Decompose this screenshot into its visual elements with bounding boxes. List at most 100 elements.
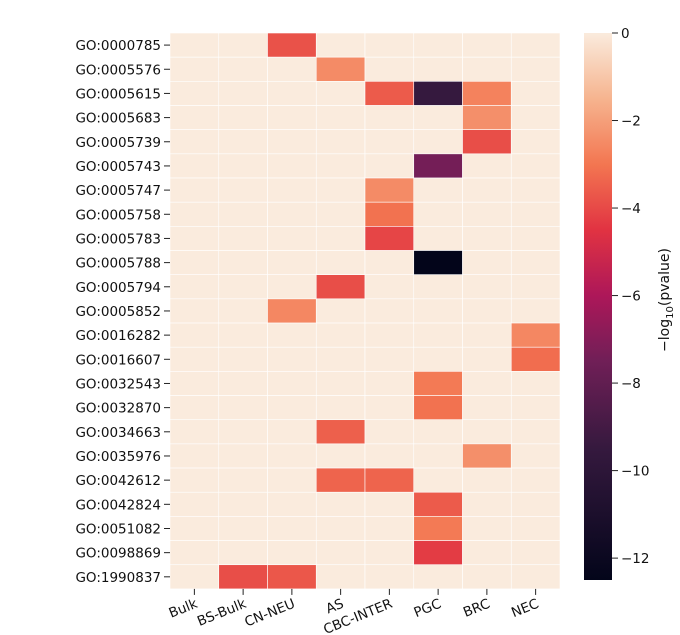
heatmap-cell — [169, 467, 220, 493]
heatmap-cells — [169, 32, 561, 590]
heatmap-cell — [218, 177, 268, 203]
heatmap-cell — [169, 153, 220, 179]
heatmap-cell — [169, 177, 220, 203]
heatmap-cell — [510, 443, 561, 469]
heatmap-cell — [169, 81, 220, 106]
y-tick-label: GO:0005576 — [75, 62, 161, 78]
heatmap-cell — [364, 153, 415, 179]
x-tick-label: BS-Bulk — [195, 596, 249, 630]
x-tick-label: AS — [324, 596, 347, 618]
heatmap-cell — [413, 467, 463, 493]
heatmap-cell — [413, 298, 463, 324]
heatmap-cell — [267, 491, 317, 517]
heatmap-cell — [267, 274, 317, 300]
heatmap-cell — [413, 540, 463, 566]
y-tick-label: GO:0005615 — [75, 86, 161, 102]
heatmap-cell — [169, 56, 220, 82]
heatmap-cell — [267, 32, 317, 58]
heatmap-cell — [315, 226, 366, 251]
heatmap-cell — [169, 443, 220, 469]
heatmap-cell — [462, 32, 512, 58]
heatmap-cell — [413, 395, 463, 421]
heatmap-cell — [462, 56, 512, 82]
heatmap-cell — [315, 491, 366, 517]
heatmap-cell — [315, 419, 366, 445]
heatmap-cell — [218, 298, 268, 324]
heatmap-cell — [315, 540, 366, 566]
heatmap-cell — [267, 322, 317, 348]
heatmap-cell — [413, 226, 463, 251]
heatmap-cell — [510, 467, 561, 493]
colorbar-gradient — [584, 33, 612, 580]
heatmap-cell — [315, 346, 366, 372]
heatmap-cell — [218, 491, 268, 517]
heatmap-cell — [413, 153, 463, 179]
heatmap-cell — [218, 564, 268, 590]
heatmap-cell — [169, 491, 220, 517]
heatmap-cell — [413, 516, 463, 541]
heatmap-cell — [413, 56, 463, 82]
heatmap-cell — [315, 201, 366, 227]
heatmap-cell — [218, 32, 268, 58]
x-tick-label: BRC — [461, 596, 492, 621]
heatmap-cell — [218, 419, 268, 445]
heatmap-cell — [169, 346, 220, 372]
heatmap-cell — [364, 491, 415, 517]
heatmap-cell — [364, 467, 415, 493]
heatmap-cell — [218, 516, 268, 541]
heatmap-cell — [364, 395, 415, 421]
y-tick-label: GO:0005758 — [75, 207, 161, 223]
heatmap-cell — [169, 298, 220, 324]
heatmap-cell — [169, 129, 220, 155]
heatmap-cell — [510, 56, 561, 82]
heatmap-cell — [510, 226, 561, 251]
heatmap-cell — [364, 443, 415, 469]
colorbar-label-suffix: (pvalue) — [657, 248, 673, 306]
heatmap-cell — [267, 226, 317, 251]
colorbar-tick-label: −8 — [621, 376, 641, 392]
y-tick-label: GO:0042612 — [75, 473, 161, 489]
heatmap-cell — [267, 81, 317, 106]
heatmap-cell — [218, 467, 268, 493]
heatmap-cell — [364, 226, 415, 251]
heatmap-cell — [462, 274, 512, 300]
y-tick-label: GO:0000785 — [75, 38, 161, 54]
heatmap-cell — [510, 395, 561, 421]
heatmap-cell — [169, 419, 220, 445]
heatmap-cell — [510, 129, 561, 155]
y-tick-label: GO:0005783 — [75, 231, 161, 247]
heatmap-cell — [315, 56, 366, 82]
heatmap-cell — [169, 201, 220, 227]
heatmap-cell — [510, 491, 561, 517]
heatmap-cell — [510, 177, 561, 203]
heatmap-cell — [462, 298, 512, 324]
heatmap-cell — [364, 81, 415, 106]
heatmap-cell — [510, 153, 561, 179]
heatmap-cell — [364, 322, 415, 348]
heatmap-cell — [315, 371, 366, 396]
heatmap-cell — [169, 32, 220, 58]
heatmap-cell — [267, 564, 317, 590]
heatmap-cell — [218, 129, 268, 155]
heatmap-cell — [364, 56, 415, 82]
heatmap-cell — [364, 177, 415, 203]
heatmap-cell — [413, 105, 463, 130]
heatmap-cell — [169, 274, 220, 300]
y-tick-label: GO:0035976 — [75, 449, 161, 465]
colorbar-label: −log10(pvalue) — [657, 248, 676, 352]
heatmap-cell — [218, 371, 268, 396]
heatmap-cell — [169, 395, 220, 421]
heatmap-cell — [315, 250, 366, 275]
heatmap-cell — [462, 346, 512, 372]
heatmap-cell — [218, 395, 268, 421]
x-tick-label: NEC — [509, 596, 541, 621]
heatmap-cell — [510, 516, 561, 541]
heatmap-cell — [510, 250, 561, 275]
heatmap-cell — [364, 250, 415, 275]
heatmap-cell — [169, 371, 220, 396]
heatmap-cell — [267, 105, 317, 130]
colorbar: 0 −2 −4 −6 −8 −10 −12 — [584, 26, 650, 580]
heatmap-cell — [510, 105, 561, 130]
heatmap-cell — [462, 419, 512, 445]
heatmap-cell — [462, 443, 512, 469]
